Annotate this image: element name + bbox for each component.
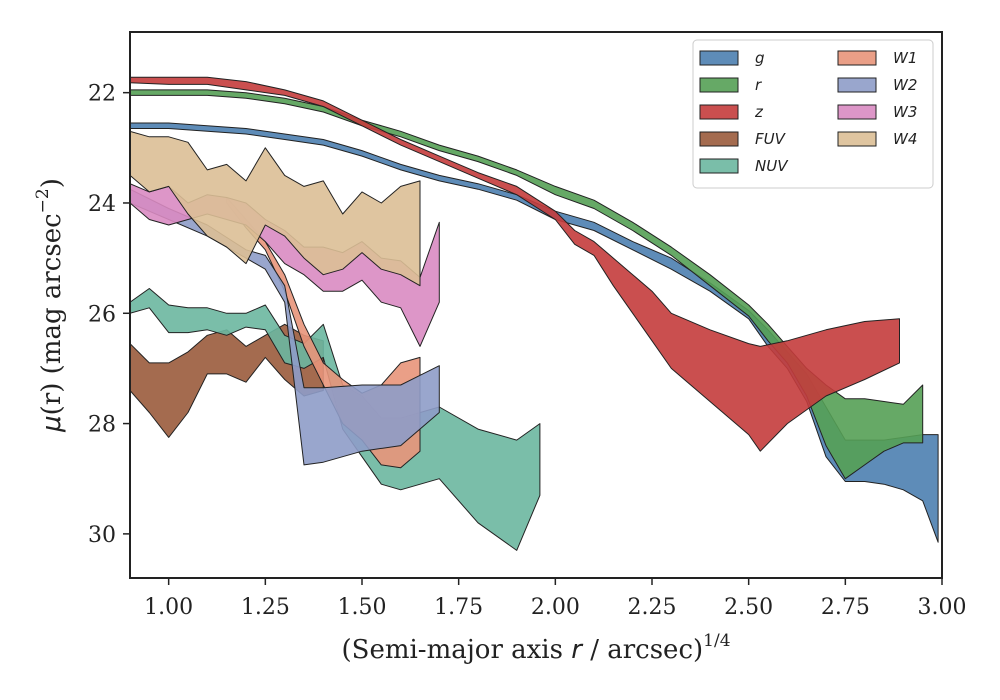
- series-nuv: [130, 288, 541, 551]
- legend-item-r: r: [699, 76, 762, 94]
- y-tick-label: 28: [88, 413, 116, 438]
- legend-swatch: [699, 131, 739, 147]
- series-w4: [130, 130, 421, 287]
- band-nuv: [130, 288, 541, 551]
- x-tick-label: 3.00: [918, 595, 967, 620]
- legend-item-z: z: [699, 103, 764, 121]
- x-tick-label: 2.50: [724, 595, 773, 620]
- plot-frame: [129, 31, 943, 579]
- band-g: [130, 122, 939, 543]
- legend-swatch: [837, 131, 877, 147]
- legend-swatch: [837, 50, 877, 66]
- band-w4: [130, 130, 421, 287]
- legend-label: FUV: [755, 130, 787, 148]
- legend-item-w1: W1: [837, 49, 917, 67]
- legend-label: r: [755, 76, 762, 94]
- legend: grz FUV NUV W1 W2 W3 W4: [692, 39, 934, 189]
- legend-frame: [692, 39, 934, 189]
- band-z: [130, 76, 900, 452]
- legend-item-g: g: [699, 49, 765, 67]
- legend-item-w4: W4: [837, 130, 917, 148]
- x-tick-label: 2.00: [531, 595, 580, 620]
- legend-swatch: [699, 50, 739, 66]
- legend-item-w2: W2: [837, 76, 917, 94]
- y-tick-label: 30: [88, 523, 116, 548]
- legend-swatch: [837, 104, 877, 120]
- band-r: [130, 89, 924, 480]
- legend-swatch: [837, 77, 877, 93]
- legend-label: W3: [893, 103, 917, 121]
- x-tick-label: 1.50: [338, 595, 387, 620]
- x-tick-label: 2.75: [821, 595, 870, 620]
- series-z: [130, 76, 900, 452]
- legend-label: W1: [893, 49, 917, 67]
- series-layer: [130, 76, 939, 551]
- legend-swatch: [699, 158, 739, 174]
- x-tick-label: 1.00: [144, 595, 193, 620]
- x-axis: 1.00 1.25 1.50 1.75 2.00 2.25 2.50 2.75 3.00: [144, 578, 966, 620]
- x-tick-label: 2.25: [628, 595, 677, 620]
- legend-item-fuv: FUV: [699, 130, 787, 148]
- series-g: [130, 122, 939, 543]
- legend-label: g: [755, 49, 765, 67]
- legend-item-w3: W3: [837, 103, 917, 121]
- y-tick-label: 26: [88, 302, 116, 327]
- legend-item-nuv: NUV: [699, 157, 789, 175]
- legend-label: z: [754, 103, 764, 121]
- x-axis-label: (Semi-major axis r / arcsec)1/4: [341, 631, 730, 665]
- x-tick-label: 1.75: [434, 595, 483, 620]
- legend-swatch: [699, 104, 739, 120]
- y-tick-label: 24: [88, 192, 116, 217]
- legend-swatch: [699, 77, 739, 93]
- legend-label: W4: [893, 130, 917, 148]
- y-axis: 22 24 26 28 30: [88, 82, 130, 548]
- legend-label: W2: [893, 76, 917, 94]
- legend-label: NUV: [755, 157, 789, 175]
- series-r: [130, 89, 924, 480]
- x-tick-label: 1.25: [241, 595, 290, 620]
- y-tick-label: 22: [88, 82, 116, 107]
- y-axis-label: μ(r) (mag arcsec−2): [33, 178, 67, 433]
